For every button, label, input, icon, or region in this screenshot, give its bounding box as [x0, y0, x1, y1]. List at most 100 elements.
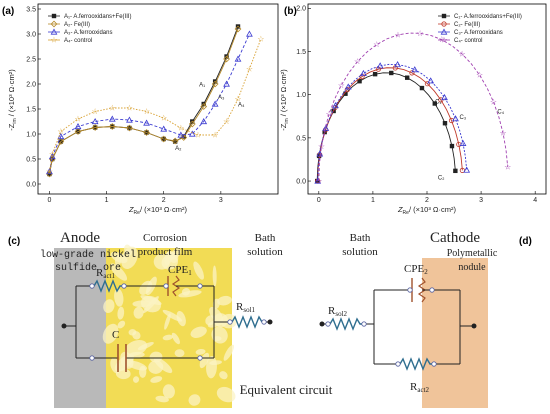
data-point-a4: ☆ [74, 115, 81, 124]
data-point-a4: ☆ [49, 150, 56, 159]
y-tick-label: 0.5 [296, 135, 306, 142]
data-point-a4: ☆ [46, 167, 53, 176]
data-point-b4: ☆ [394, 30, 401, 39]
annotation-b4: C₄ [497, 110, 504, 116]
data-point-b1 [357, 79, 362, 84]
data-point-a1 [181, 134, 186, 139]
film-blob [178, 290, 202, 298]
film-blob [137, 341, 154, 351]
legend-marker-a4: ☆ [50, 36, 57, 45]
data-point-b3 [427, 77, 435, 84]
label-c: C [112, 329, 119, 341]
data-point-a3 [143, 119, 150, 126]
film-label-2: product film [138, 246, 193, 258]
data-point-b1 [343, 91, 348, 96]
legend-text-a1: A₁- A.ferrooxidans+Fe(III) [64, 14, 132, 20]
annotations-b: C₁ C₃ C₂ C₄ [435, 99, 505, 181]
legend-marker-a2 [50, 20, 58, 28]
data-point-b4: ☆ [315, 177, 322, 186]
cathode-subtitle-2: nodule [458, 262, 486, 273]
label-cpe2: CPE2 [404, 263, 428, 276]
panel-label-b: (b) [284, 6, 297, 17]
y-tick-label: 2.0 [26, 81, 36, 88]
resistor-rsol1 [231, 315, 263, 329]
legend-marker-b2 [441, 21, 447, 27]
panel-b-chart: 0 1 2 3 4 0.0 0.5 1.0 1.5 2.0 ☆ ☆ ☆ ☆ ☆ ☆ ☆ ☆ ☆ ☆ ☆ ☆ ☆ ☆ C₁- … [279, 3, 547, 216]
film-blob [217, 295, 232, 306]
film-blob [171, 332, 180, 345]
legend-text-a3: A₃- A.ferrooxidans [64, 30, 112, 36]
anode-subtitle-2: sulfide ore [55, 262, 121, 274]
data-point-b1 [432, 101, 437, 106]
data-point-b3 [452, 115, 459, 122]
film-blob [216, 386, 236, 403]
y-axis-label-a: -Zim / (×10³ Ω·cm²) [7, 69, 18, 131]
data-point-b4: ☆ [490, 97, 497, 106]
x-tick-label: 2 [162, 197, 166, 204]
film-blob [164, 313, 171, 330]
data-point-a2 [48, 155, 56, 163]
data-point-b3 [463, 166, 471, 173]
data-point-a2 [160, 135, 168, 143]
film-blob [103, 299, 115, 313]
data-point-a3 [177, 131, 185, 138]
film-blob [133, 306, 144, 319]
legend-text-b1: C₁- A.ferrooxidans+Fe(III) [454, 14, 522, 20]
data-point-b1 [419, 85, 425, 91]
x-axis-label-a: ZRe/ (×10³ Ω·cm²) [128, 205, 188, 216]
film-blob [153, 253, 170, 270]
data-point-a4: ☆ [194, 131, 201, 140]
legend-a: A₁- A.ferrooxidans+Fe(III) A₂- Fe(III) A₃-… [48, 13, 132, 45]
film-blob [155, 395, 169, 403]
data-point-a2 [126, 124, 133, 132]
series-arc-b4 [318, 32, 509, 182]
annotation-a2: A₃ [218, 95, 225, 101]
data-point-b3 [344, 83, 352, 90]
film-blob [212, 336, 222, 342]
data-point-b2 [424, 81, 431, 87]
data-point-a2 [171, 137, 179, 145]
series-line-a1 [48, 26, 239, 175]
data-point-a3 [246, 30, 253, 37]
legend-marker-b1 [441, 13, 447, 19]
film-blob [206, 355, 217, 379]
data-point-a2 [188, 120, 196, 128]
x-tick-label: 0 [317, 197, 321, 204]
data-point-b4: ☆ [318, 142, 325, 151]
legend-text-b4: C₄- control [454, 38, 482, 44]
x-tick-label: 3 [219, 197, 223, 204]
resistor-rsol2 [329, 317, 362, 331]
data-point-b3 [376, 62, 384, 69]
y-tick-label: 1.5 [26, 106, 36, 113]
annotation-b2: C₃ [459, 115, 466, 121]
panel-label-d: (d) [519, 236, 532, 247]
data-point-a3 [126, 116, 133, 123]
data-point-b4: ☆ [417, 29, 424, 38]
data-point-a2 [91, 124, 99, 131]
film-blob [133, 376, 140, 383]
annotation-a1: A₁ [199, 83, 205, 89]
film-blob [102, 323, 119, 344]
right-circuit-terminal-left [319, 321, 325, 327]
data-point-b1 [449, 143, 455, 149]
data-point-a4: ☆ [109, 104, 116, 113]
series-line-a3 [48, 33, 250, 172]
data-point-b3 [316, 150, 324, 157]
legend-marker-a1 [51, 13, 57, 19]
resistor-ract1 [93, 279, 122, 293]
film-blob [193, 261, 204, 280]
anode-title: Anode [60, 230, 100, 246]
data-point-b1 [314, 178, 320, 184]
label-cpe1: CPE1 [168, 264, 192, 277]
bath-right-label-1: Bath [350, 232, 371, 244]
film-texture [102, 244, 238, 406]
data-point-b1 [372, 71, 378, 77]
cathode-region [422, 258, 488, 408]
film-blob [117, 320, 126, 329]
panel-label-c: (c) [8, 236, 20, 247]
y-tick-label: 1.0 [26, 131, 36, 138]
data-point-b4: ☆ [499, 129, 506, 138]
data-point-b1 [404, 75, 410, 80]
label-rsol1: Rsol1 [236, 301, 256, 314]
annotation-b3: C₂ [438, 175, 445, 181]
